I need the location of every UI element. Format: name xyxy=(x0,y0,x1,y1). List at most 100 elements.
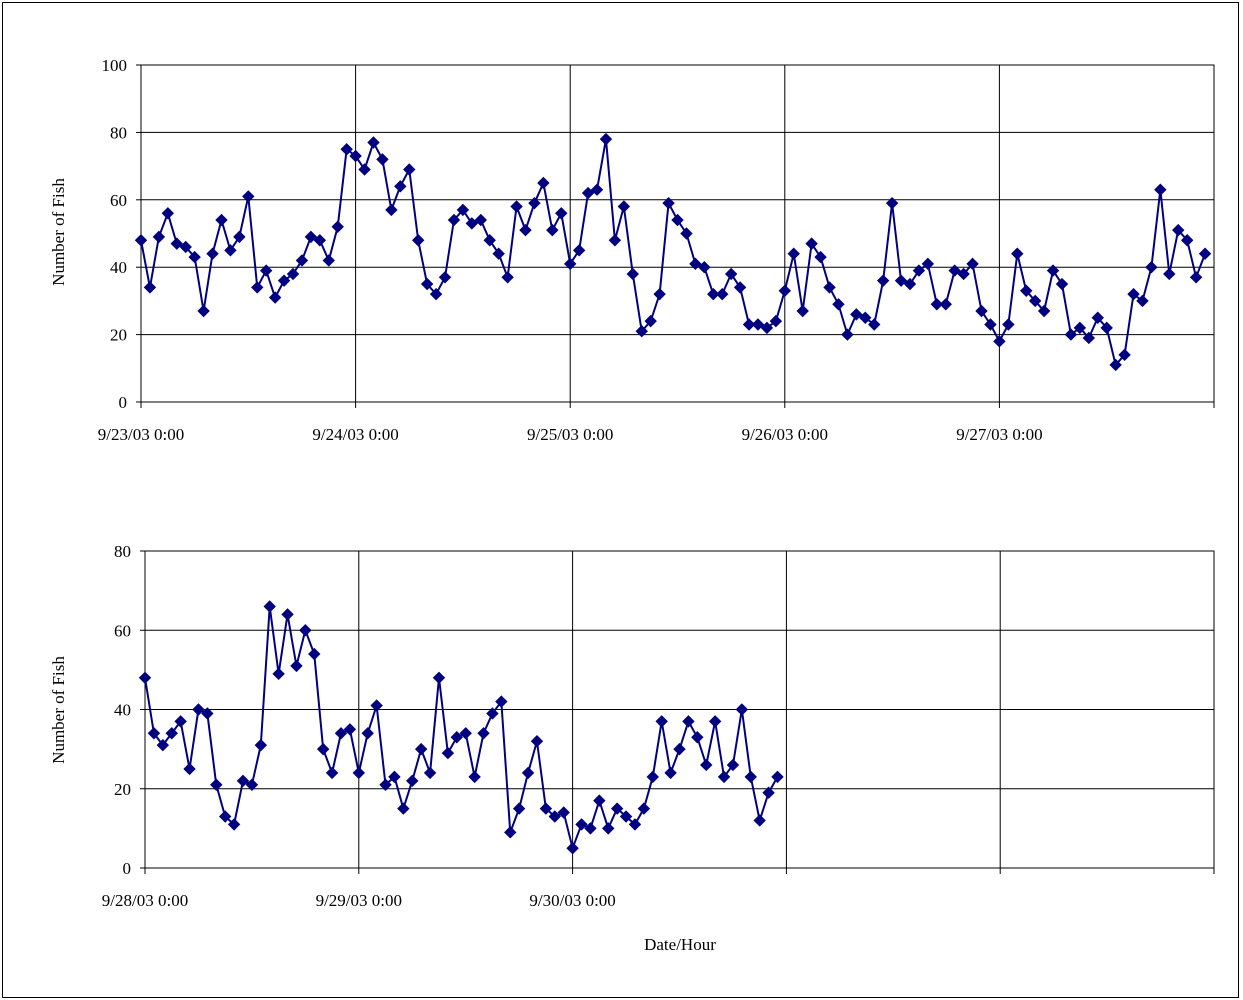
chart-top-data-point xyxy=(411,234,425,247)
chart-top-data-point xyxy=(447,213,461,227)
chart-bottom-data-point xyxy=(735,703,749,716)
chart-top-data-point xyxy=(975,304,988,318)
chart-bottom-data-point xyxy=(593,794,606,807)
chart-bottom-tick-labels: 0 20 40 60 80 9/28/03 0:00 9/29/03 0:00 9/30/03… xyxy=(102,542,616,910)
chart-top-data-point xyxy=(912,264,926,277)
chart-bottom-data-point xyxy=(156,738,170,752)
chart-bottom-data-point xyxy=(575,818,588,831)
chart-top-data-point xyxy=(644,314,657,328)
chart-bottom-data-point xyxy=(673,742,686,756)
chart-top-ytick-label: 60 xyxy=(110,191,127,210)
chart-top-data-point xyxy=(680,227,693,240)
chart-top-ytick-label: 40 xyxy=(110,258,127,277)
chart-top-data-point xyxy=(385,203,398,217)
chart-top-data-point xyxy=(429,287,443,301)
chart-top-data-point xyxy=(823,281,836,294)
chart-bottom-data-point xyxy=(210,778,223,791)
chart-top-data-point xyxy=(331,220,344,233)
chart-top-data-point xyxy=(1198,247,1212,260)
chart-top-data-point xyxy=(733,281,747,294)
chart-top-data-point xyxy=(555,207,568,220)
chart-top-data-point xyxy=(1082,331,1096,345)
chart-top-data-point xyxy=(1136,294,1149,308)
chart-bottom-data-point xyxy=(343,723,357,736)
chart-top-data-point xyxy=(197,304,210,318)
chart-top-data-point xyxy=(716,287,729,301)
chart-top-xtick-label: 9/27/03 0:00 xyxy=(956,425,1042,444)
chart-bottom-data-point xyxy=(584,822,597,835)
chart-bottom-data-point xyxy=(370,699,383,712)
chart-bottom-data-point xyxy=(504,826,517,839)
chart-bottom-data-point xyxy=(316,742,330,756)
chart-top-series xyxy=(134,132,1212,372)
chart-top-data-point xyxy=(742,318,756,331)
chart-top-data-point xyxy=(1020,284,1033,297)
chart-bottom-data-point xyxy=(236,774,250,788)
chart-top-data-point xyxy=(349,149,362,163)
chart-bottom-data-point xyxy=(602,822,615,835)
chart-bottom-data-point xyxy=(726,758,740,772)
chart-top-data-point xyxy=(572,244,586,257)
chart-top-data-point xyxy=(483,234,496,247)
chart-bottom-data-point xyxy=(744,770,757,784)
chart-top-series-line xyxy=(140,138,1206,368)
chart-top-xtick-label: 9/25/03 0:00 xyxy=(527,425,613,444)
chart-top-xtick-label: 9/23/03 0:00 xyxy=(98,425,184,444)
chart-top-data-point xyxy=(948,264,961,277)
chart-top-data-point xyxy=(1163,267,1176,281)
chart-top-data-point xyxy=(563,257,577,271)
chart-top-data-point xyxy=(501,271,514,284)
chart-bottom-xtick-label: 9/28/03 0:00 xyxy=(102,891,188,910)
chart-bottom-data-point xyxy=(521,766,535,780)
chart-top-data-point xyxy=(510,200,523,213)
chart-bottom-data-point xyxy=(646,770,659,784)
chart-top-data-point xyxy=(876,274,890,287)
chart-top-data-point xyxy=(358,163,371,176)
chart-top-ytick-label: 100 xyxy=(102,56,128,75)
chart-bottom-data-point xyxy=(414,742,428,756)
chart-bottom-data-point xyxy=(325,766,339,780)
chart-top-data-point xyxy=(939,298,952,311)
chart-top: 0 20 40 60 80 100 9/23/03 0:00 9/24/03 0:00 9/25… xyxy=(49,56,1215,444)
chart-top-xtick-label: 9/24/03 0:00 xyxy=(312,425,398,444)
chart-bottom-data-point xyxy=(272,667,285,681)
chart-bottom-series-line xyxy=(144,606,779,852)
chart-bottom-x-axis-title: Date/Hour xyxy=(644,935,716,954)
chart-bottom-ytick-label: 20 xyxy=(114,780,131,799)
chart-bottom-data-point xyxy=(700,758,713,772)
chart-top-data-point xyxy=(957,267,970,281)
chart-bottom-data-point xyxy=(138,671,152,685)
chart-bottom-grid xyxy=(140,550,1215,874)
chart-bottom-data-point xyxy=(201,707,214,720)
chart-bottom-y-axis-title: Number of Fish xyxy=(49,656,68,764)
chart-top-data-point xyxy=(751,318,765,331)
chart-top-plot-border xyxy=(140,64,1215,403)
chart-top-data-point xyxy=(313,234,327,247)
chart-top-data-point xyxy=(778,284,792,297)
chart-top-data-point xyxy=(1118,348,1131,362)
chart-bottom-data-point xyxy=(477,727,490,740)
chart-top-data-point xyxy=(760,321,774,335)
chart-top-tick-labels: 0 20 40 60 80 100 9/23/03 0:00 9/24/03 0:00 9/25… xyxy=(98,56,1043,444)
chart-top-data-point xyxy=(1055,277,1069,291)
chart-top-data-point xyxy=(930,298,944,311)
chart-bottom-data-point xyxy=(717,770,731,784)
chart-top-data-point xyxy=(367,136,380,149)
chart-top-data-point xyxy=(268,291,282,304)
chart-top-data-point xyxy=(259,264,273,277)
chart-top-data-point xyxy=(903,277,917,291)
chart-top-data-point xyxy=(170,237,183,250)
chart-top-data-point xyxy=(653,287,666,301)
chart-top-data-point xyxy=(1180,234,1194,247)
chart-bottom-data-point xyxy=(147,727,161,740)
chart-bottom-data-point xyxy=(655,715,668,728)
chart-top-data-point xyxy=(841,328,854,341)
chart-top-data-point xyxy=(438,271,452,284)
chart-top-data-point xyxy=(984,318,997,331)
chart-top-data-point xyxy=(233,230,246,244)
chart-top-data-point xyxy=(814,250,827,264)
chart-top-data-point xyxy=(859,311,872,324)
chart-top-data-point xyxy=(242,190,255,203)
chart-top-data-point xyxy=(707,287,720,301)
